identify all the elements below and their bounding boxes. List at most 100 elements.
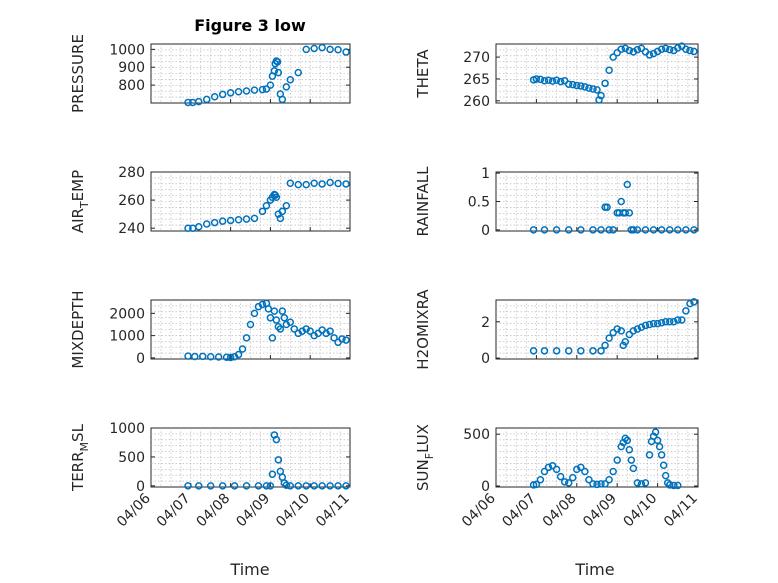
data-point [342,336,350,344]
x-tick-label: 04/11 [661,491,701,531]
data-point [625,46,634,55]
data-point [286,482,295,490]
data-point [262,201,271,210]
data-point [218,482,227,490]
scatter-series [529,180,698,234]
data-point [625,209,634,217]
x-tick-label: 04/09 [233,491,273,531]
data-point [274,456,283,464]
x-tick-label: 04/07 [154,491,194,531]
x-tick-label: 04/06 [114,490,154,530]
data-point [282,481,291,490]
y-tick-label: 800 [118,78,145,94]
data-point [670,481,678,490]
data-point [286,179,295,187]
y-tick-label: 900 [118,60,145,76]
x-tick-label: 04/08 [194,491,234,531]
data-point [218,217,227,225]
x-tick-label: 04/09 [580,491,620,531]
data-point [258,85,267,94]
data-point [633,479,642,487]
data-point [633,226,642,234]
data-point [191,352,199,361]
data-point [234,350,243,359]
data-point [597,91,605,100]
data-point [326,178,334,187]
data-point [540,347,549,355]
data-point [286,76,295,84]
data-point [577,82,585,90]
data-point [278,207,287,216]
data-point [641,479,650,487]
x-tick-label: 04/06 [459,490,499,530]
data-point [250,86,259,94]
data-point [544,76,553,85]
y-tick-label: 0 [136,479,145,495]
y-axis-label: PRESSURE [69,34,87,113]
data-point [603,203,611,211]
data-point [589,480,597,488]
data-point [254,482,263,490]
data-point [198,352,207,361]
data-point [214,353,223,361]
data-point [577,226,585,234]
data-point [564,80,573,88]
data-point [633,325,642,333]
data-point [573,465,581,474]
data-point [621,338,630,346]
data-point [222,353,231,361]
y-tick-label: 280 [118,165,145,181]
data-point [601,480,609,488]
data-point [617,442,625,451]
data-point [633,45,642,54]
data-point [629,327,638,335]
data-point [589,347,597,355]
data-point [682,307,690,315]
data-point [623,180,632,189]
data-point [202,95,211,104]
data-point [342,180,350,188]
data-point [326,482,334,490]
data-point [690,298,698,306]
data-point [310,482,318,490]
data-point [326,45,334,54]
data-point [310,44,318,53]
y-axis-label: SUNFLUX [414,424,436,491]
y-tick-label: 240 [118,221,145,237]
data-point [597,480,605,488]
data-point [294,482,303,490]
data-point [556,77,565,86]
data-point [605,66,613,74]
subplot-sun: 0 500 04/06 04/07 04/08 04/09 04/10 04/11 SUNFLU… [414,424,701,530]
scatter-series [184,299,350,362]
y-tick-label: 500 [463,427,490,443]
x-tick-label: 04/07 [499,491,539,531]
data-point [234,87,243,96]
data-point [665,318,674,326]
data-point [627,456,636,464]
data-point [645,51,654,59]
data-point [581,83,589,91]
data-point [529,481,538,489]
x-axis-label-right: Time [574,560,614,579]
data-point [609,226,617,234]
data-point [270,67,279,75]
data-point [569,80,577,89]
data-point [637,323,646,331]
data-point [532,75,541,83]
data-point [653,319,662,328]
data-point [674,226,682,234]
data-point [564,226,573,234]
data-point [529,347,538,355]
data-point [306,327,314,335]
data-point [326,327,334,335]
data-point [226,89,235,97]
data-point [318,482,326,490]
data-point [619,438,628,447]
data-point [218,90,227,99]
data-point [585,84,593,92]
data-point [250,214,259,223]
data-point [210,218,219,227]
data-point [195,223,203,231]
x-tick-label: 04/10 [273,491,313,531]
